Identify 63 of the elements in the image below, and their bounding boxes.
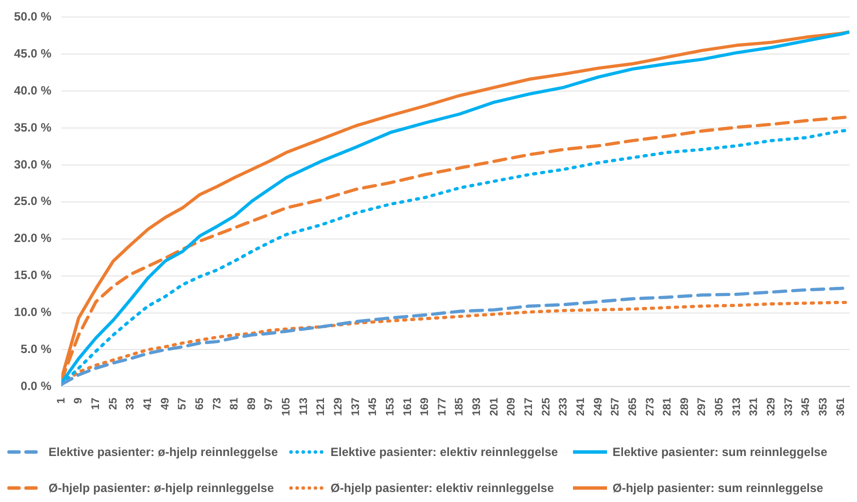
y-tick-label: 10.0 % [14,305,52,320]
x-tick-label: 145 [367,398,380,416]
x-tick-label: 225 [540,398,552,416]
legend-label: Ø-hjelp pasienter: sum reinnleggelse [612,481,824,495]
x-tick-label: 57 [176,398,189,410]
x-tick-label: 129 [332,398,344,416]
x-tick-label: 209 [506,398,518,416]
x-tick-label: 169 [419,398,432,416]
x-tick-label: 329 [765,398,778,416]
x-tick-label: 281 [662,398,674,416]
x-tick-label: 41 [142,398,154,410]
y-tick-label: 15.0 % [14,268,52,282]
x-tick-label: 137 [350,398,362,416]
y-tick-label: 25.0 % [14,194,52,208]
x-tick-label: 49 [159,398,172,410]
x-tick-label: 161 [402,398,414,416]
legend-label: Elektive pasienter: elektiv reinnleggelse [330,445,558,459]
x-tick-label: 257 [610,398,622,416]
x-tick-label: 89 [246,398,258,410]
x-tick-label: 97 [263,398,276,410]
y-tick-label: 35.0 % [14,120,52,134]
x-tick-label: 289 [678,398,691,416]
x-tick-label: 201 [488,398,500,416]
x-tick-label: 345 [800,398,812,416]
x-tick-label: 17 [90,398,102,410]
y-tick-label: 0.0 % [20,378,52,393]
x-tick-label: 265 [626,398,639,416]
y-tick-label: 40.0 % [14,83,52,98]
legend-label: Ø-hjelp pasienter: elektiv reinnleggelse [330,481,554,495]
x-tick-label: 249 [592,398,604,416]
x-tick-label: 353 [817,398,830,416]
x-tick-label: 305 [714,398,726,416]
y-tick-label: 50.0 % [14,10,52,24]
x-tick-label: 73 [211,398,224,410]
x-tick-label: 153 [384,398,396,416]
x-tick-label: 273 [644,398,656,416]
y-tick-label: 45.0 % [14,46,52,60]
x-tick-label: 193 [471,398,484,416]
legend-label: Ø-hjelp pasienter: ø-hjelp reinnleggelse [48,481,274,495]
x-tick-label: 185 [454,398,466,416]
y-tick-label: 5.0 % [20,342,52,356]
x-tick-label: 217 [523,398,536,416]
x-tick-label: 81 [228,398,241,410]
x-tick-label: 361 [834,398,847,416]
x-tick-label: 105 [280,398,293,416]
x-tick-label: 313 [730,398,743,416]
x-tick-label: 241 [574,398,587,416]
x-tick-label: 121 [315,398,328,416]
y-tick-label: 20.0 % [14,231,52,246]
x-tick-label: 113 [298,398,310,416]
x-tick-label: 321 [748,398,760,416]
x-tick-label: 65 [194,398,206,410]
x-tick-label: 233 [558,398,570,416]
x-tick-label: 1 [55,398,68,404]
legend-label: Elektive pasienter: sum reinnleggelse [612,445,828,459]
x-tick-label: 9 [72,398,85,404]
x-tick-label: 337 [782,398,795,416]
x-tick-label: 25 [107,398,120,410]
legend-label: Elektive pasienter: ø-hjelp reinnleggelse [48,445,278,459]
x-tick-label: 297 [696,398,708,416]
x-tick-label: 177 [436,398,448,416]
y-tick-label: 30.0 % [14,157,52,172]
x-tick-label: 33 [124,398,137,410]
